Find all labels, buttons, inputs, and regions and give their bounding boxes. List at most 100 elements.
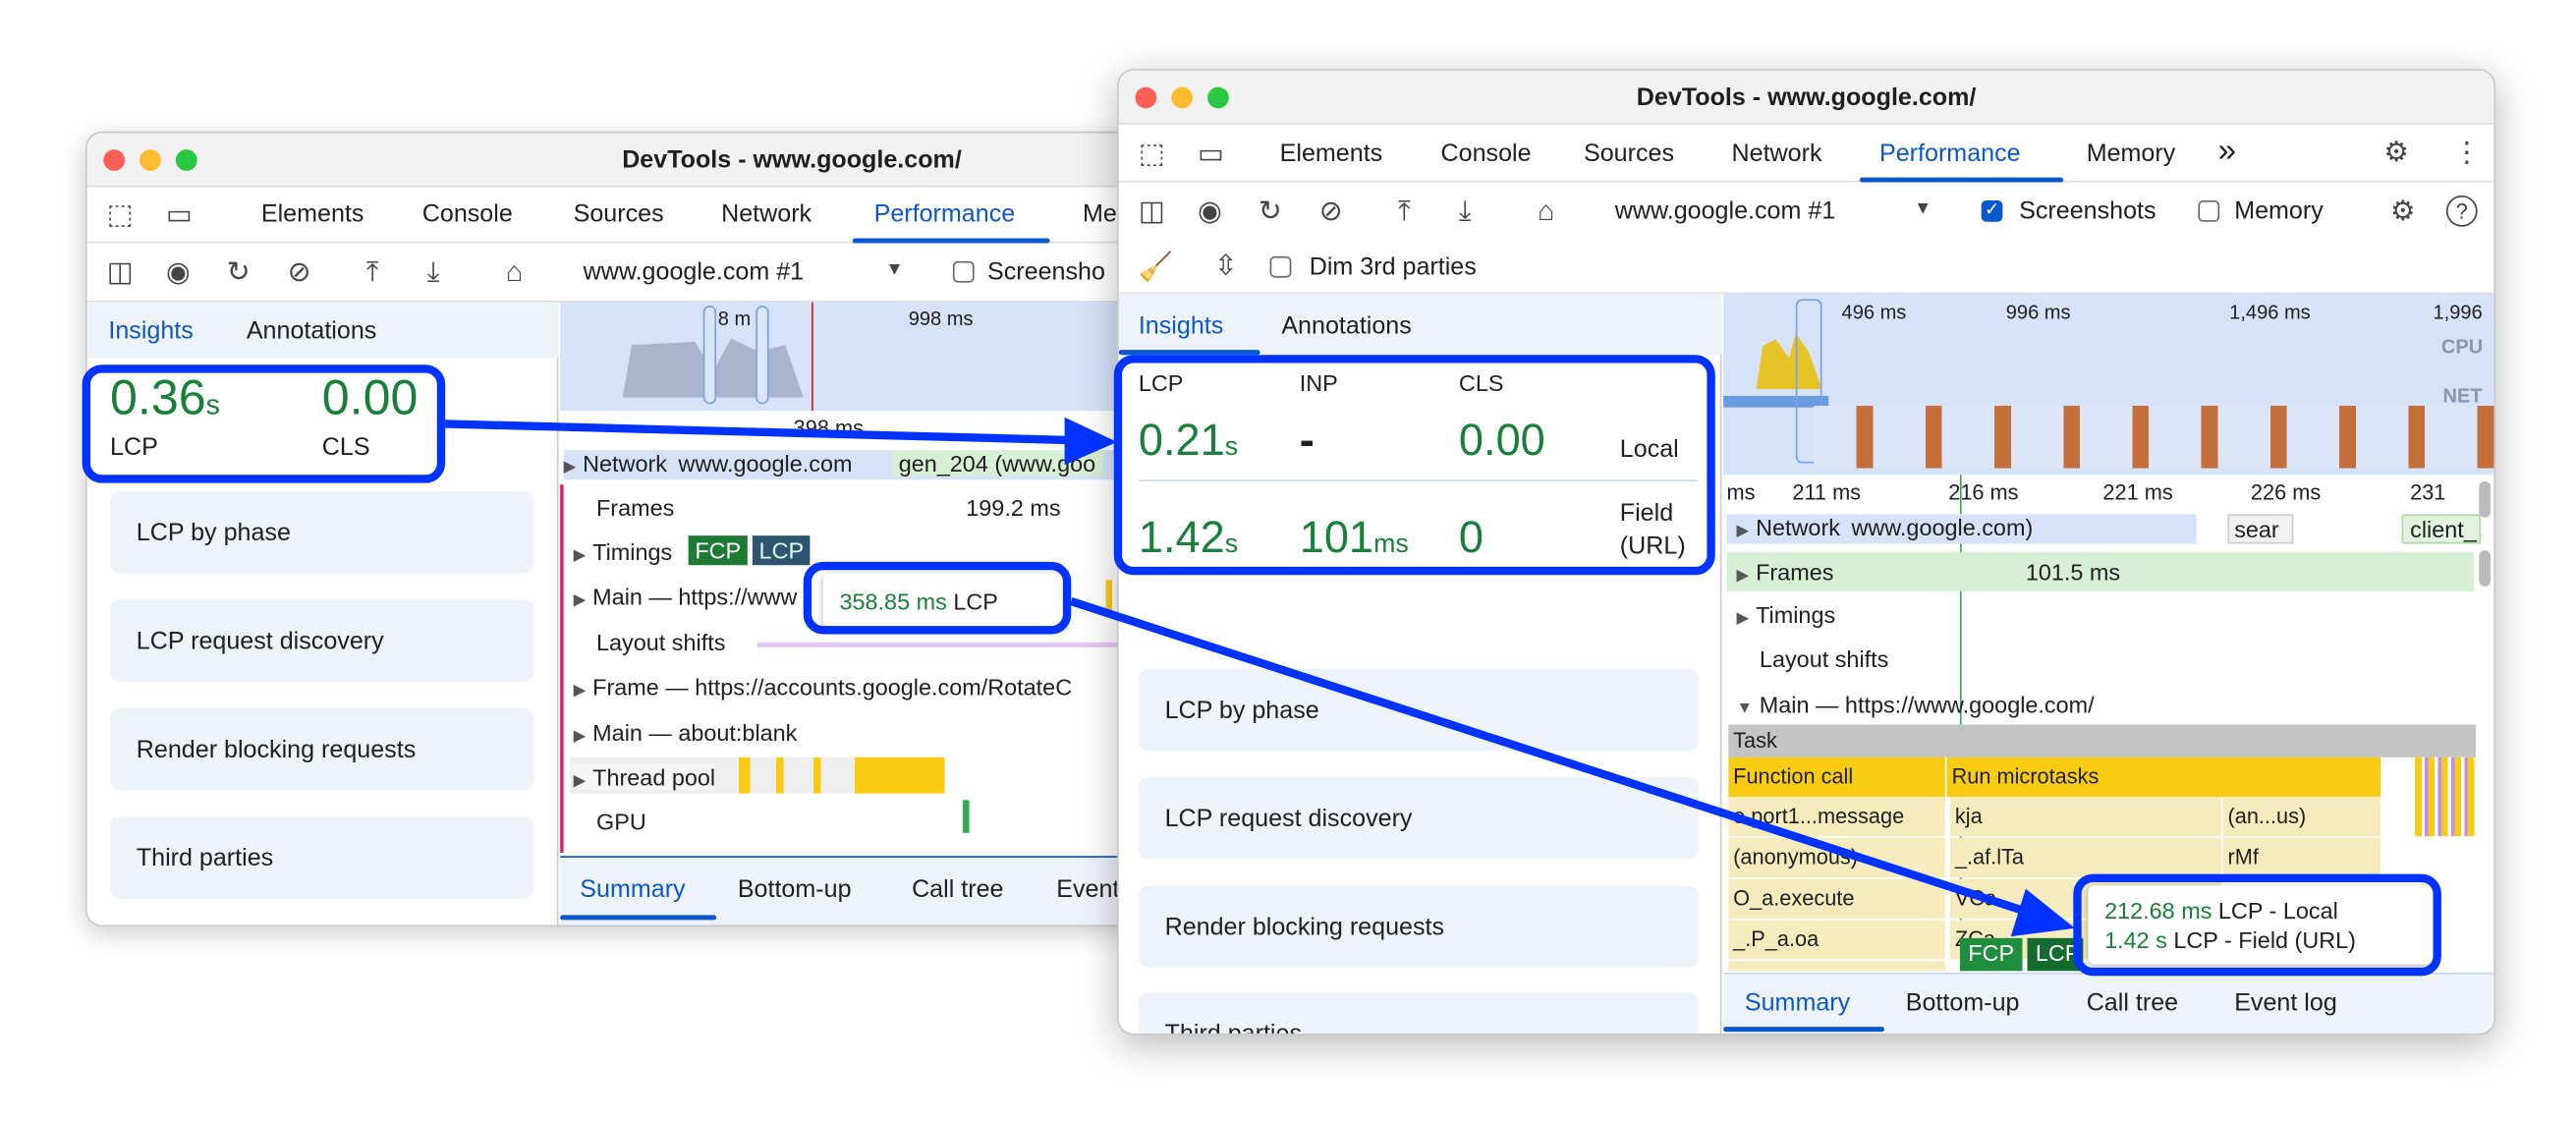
upload-icon[interactable]: ⤒: [365, 255, 379, 288]
screenshots-checkbox[interactable]: [952, 260, 975, 283]
close-button[interactable]: [103, 149, 126, 171]
tab-sources[interactable]: Sources: [573, 200, 664, 229]
track-layout-shifts[interactable]: Layout shifts: [1759, 645, 1889, 672]
insight-third-parties[interactable]: Third parties: [110, 816, 534, 899]
scrollbar[interactable]: [2479, 480, 2492, 518]
tab-elements[interactable]: Elements: [260, 200, 364, 229]
network-request-chip[interactable]: sear: [2227, 514, 2294, 544]
tab-insights[interactable]: Insights: [108, 316, 194, 346]
tab-bottom-up[interactable]: Bottom-up: [737, 875, 852, 904]
tab-console[interactable]: Console: [421, 200, 513, 229]
tab-performance[interactable]: Performance: [1878, 140, 2021, 168]
screenshots-checkbox[interactable]: ✓: [1981, 200, 2003, 222]
dim-third-parties-checkbox[interactable]: [1269, 255, 1292, 278]
home-icon[interactable]: ⌂: [506, 255, 524, 288]
tab-event-log[interactable]: Event: [1056, 875, 1120, 904]
flame-entry[interactable]: O_a.execute: [1728, 878, 1945, 919]
tab-insights[interactable]: Insights: [1138, 311, 1224, 341]
home-icon[interactable]: ⌂: [1538, 195, 1555, 227]
tab-summary[interactable]: Summary: [580, 875, 686, 904]
selection-end-handle[interactable]: [756, 306, 769, 405]
settings-icon[interactable]: ⚙: [2383, 136, 2409, 168]
more-options-icon[interactable]: ⋮: [2452, 136, 2482, 168]
track-main-blank[interactable]: ▶ Main — about:blank: [574, 719, 798, 746]
flame-entry[interactable]: rMf: [2222, 837, 2381, 877]
more-tabs-button[interactable]: »: [2217, 133, 2237, 170]
track-main[interactable]: ▼ Main — https://www.google.com/: [1737, 692, 2095, 718]
reload-icon[interactable]: ↻: [1258, 195, 1282, 227]
flame-chart[interactable]: Task Function call Run microtasks e.port…: [1728, 724, 2478, 972]
inspect-icon[interactable]: ⬚: [106, 198, 134, 231]
tab-memory[interactable]: Memory: [2086, 140, 2176, 168]
tab-memory[interactable]: Me: [1082, 200, 1117, 229]
tab-call-tree[interactable]: Call tree: [912, 875, 1004, 904]
reload-icon[interactable]: ↻: [226, 255, 251, 288]
clear-icon[interactable]: ⊘: [1318, 195, 1343, 227]
clear-icon[interactable]: ⊘: [287, 255, 311, 288]
help-icon[interactable]: ?: [2445, 195, 2478, 227]
broom-icon[interactable]: 🧹: [1138, 251, 1174, 283]
capture-settings-icon[interactable]: ⚙: [2390, 195, 2416, 227]
flame-entry[interactable]: _.af.lTa: [1949, 837, 2221, 877]
selection-handle[interactable]: [1795, 299, 1822, 464]
download-icon[interactable]: ⤓: [426, 255, 440, 288]
download-icon[interactable]: ⤓: [1458, 195, 1472, 227]
track-layout-shifts[interactable]: Layout shifts: [596, 629, 725, 655]
fcp-marker[interactable]: FCP: [1959, 937, 2023, 972]
insight-lcp-by-phase[interactable]: LCP by phase: [110, 490, 534, 574]
upload-icon[interactable]: ⤒: [1398, 195, 1411, 227]
tab-sources[interactable]: Sources: [1584, 140, 1675, 168]
record-icon[interactable]: ◉: [165, 255, 191, 288]
selection-start-handle[interactable]: [702, 306, 717, 405]
recording-select[interactable]: www.google.com #1: [583, 257, 805, 286]
minimize-button[interactable]: [1171, 86, 1194, 109]
lcp-marker[interactable]: LCP: [752, 535, 811, 566]
flame-entry[interactable]: _.P_a.oa: [1728, 920, 1945, 960]
memory-checkbox[interactable]: [2198, 200, 2220, 222]
insight-third-parties[interactable]: Third parties: [1138, 992, 1700, 1034]
track-timings[interactable]: ▶ Timings: [1737, 601, 1836, 628]
network-track[interactable]: ▶ Network www.google.com): [1726, 514, 2197, 544]
track-frames[interactable]: Frames: [596, 494, 674, 521]
insight-lcp-request-discovery[interactable]: LCP request discovery: [110, 599, 534, 682]
close-button[interactable]: [1135, 86, 1157, 109]
flame-entry[interactable]: kja: [1949, 797, 2221, 837]
network-request-chip[interactable]: client_: [2401, 514, 2482, 544]
tab-bottom-up[interactable]: Bottom-up: [1905, 988, 2020, 1018]
insight-render-blocking[interactable]: Render blocking requests: [110, 707, 534, 791]
device-toolbar-icon[interactable]: ▭: [165, 198, 193, 231]
chevron-down-icon[interactable]: ▼: [885, 259, 904, 280]
sidebar-toggle-icon[interactable]: ◫: [1138, 195, 1165, 227]
inspect-icon[interactable]: ⬚: [1138, 138, 1165, 170]
tab-performance[interactable]: Performance: [873, 200, 1016, 229]
minimize-button[interactable]: [140, 149, 161, 171]
device-toolbar-icon[interactable]: ▭: [1198, 138, 1224, 170]
flame-function-call[interactable]: Function call: [1728, 757, 1945, 798]
network-request[interactable]: www.google.com): [1851, 514, 2034, 541]
insight-render-blocking[interactable]: Render blocking requests: [1138, 885, 1700, 968]
flame-entry[interactable]: (an...us): [2222, 797, 2381, 837]
network-request[interactable]: www.google.com: [678, 450, 853, 476]
record-icon[interactable]: ◉: [1198, 195, 1222, 227]
tab-annotations[interactable]: Annotations: [246, 316, 377, 346]
tab-call-tree[interactable]: Call tree: [2086, 988, 2179, 1018]
track-frame[interactable]: ▶ Frame — https://accounts.google.com/Rot…: [574, 674, 1073, 701]
track-timings[interactable]: ▶ Timings: [574, 538, 673, 565]
flame-run-microtasks[interactable]: Run microtasks: [1946, 757, 2381, 798]
tab-elements[interactable]: Elements: [1279, 140, 1383, 168]
chevron-down-icon[interactable]: ▼: [1914, 198, 1932, 219]
collapse-icon[interactable]: ⇳: [1213, 250, 1238, 281]
flame-entry[interactable]: (anonymous): [1728, 961, 1945, 972]
insight-lcp-by-phase[interactable]: LCP by phase: [1138, 668, 1700, 752]
fcp-marker[interactable]: FCP: [688, 535, 748, 566]
track-thread-pool[interactable]: ▶ Thread pool: [573, 763, 716, 791]
tab-network[interactable]: Network: [721, 200, 812, 229]
flame-task[interactable]: Task: [1728, 724, 2477, 757]
track-gpu[interactable]: GPU: [596, 809, 646, 835]
scrollbar[interactable]: [2479, 550, 2492, 587]
tab-network[interactable]: Network: [1731, 140, 1822, 168]
sidebar-toggle-icon[interactable]: ◫: [106, 255, 134, 288]
maximize-button[interactable]: [175, 149, 197, 171]
tab-console[interactable]: Console: [1440, 140, 1532, 168]
tab-event-log[interactable]: Event log: [2234, 988, 2337, 1018]
